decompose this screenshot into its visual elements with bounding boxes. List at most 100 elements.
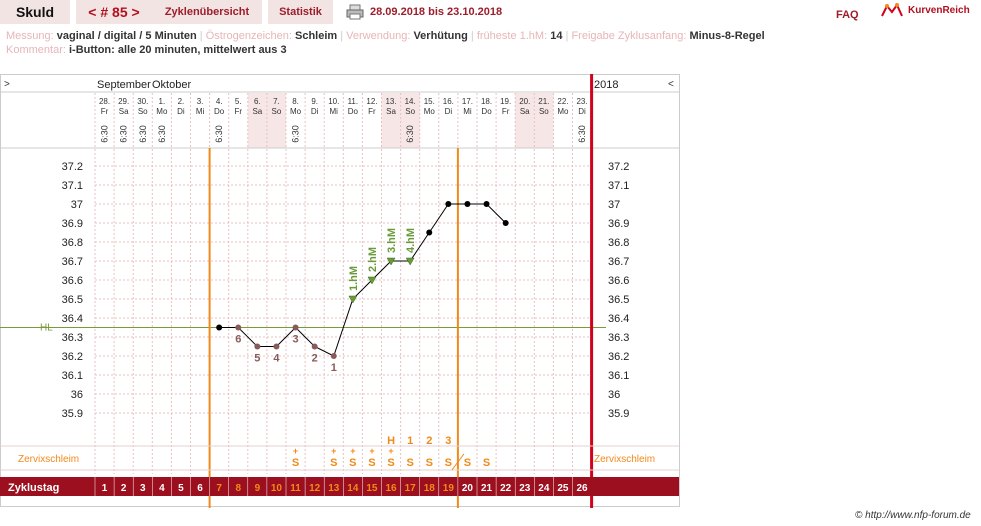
day-weekday: Mo bbox=[424, 107, 436, 116]
weekend-shade bbox=[534, 93, 554, 148]
top-bar: Skuld < # 85 > Zyklenübersicht Statistik… bbox=[0, 0, 981, 26]
cycle-day-number: 1 bbox=[102, 483, 108, 494]
temp-marker bbox=[445, 201, 452, 207]
day-time: 6:30 bbox=[138, 125, 148, 143]
y-tick-right: 36.6 bbox=[608, 275, 629, 287]
chart-header-row bbox=[1, 75, 679, 92]
tab-zyklenuebersicht[interactable]: Zyklenübersicht bbox=[152, 0, 262, 24]
day-time: 6:30 bbox=[119, 125, 129, 143]
y-tick-left: 36.8 bbox=[62, 237, 83, 249]
y-tick-right: 36.7 bbox=[608, 256, 629, 268]
day-date: 11. bbox=[348, 97, 359, 106]
hl-label: HL bbox=[40, 323, 53, 334]
fhm-value: 14 bbox=[550, 30, 563, 42]
low-label: 2 bbox=[312, 353, 318, 365]
low-temp-marker bbox=[311, 343, 318, 350]
month-label-oktober: Oktober bbox=[152, 79, 191, 91]
cervix-symbol: S bbox=[445, 457, 452, 469]
logo-text[interactable]: KurvenReich bbox=[908, 5, 970, 16]
messung-value: vaginal / digital / 5 Minuten bbox=[56, 30, 197, 42]
cycle-day-number: 11 bbox=[290, 483, 301, 494]
cervix-symbol: S bbox=[483, 457, 490, 469]
day-date: 2. bbox=[178, 97, 185, 106]
page-title: Skuld bbox=[0, 0, 70, 24]
date-range: 28.09.2018 bis 23.10.2018 bbox=[370, 6, 503, 18]
cycle-day-number: 21 bbox=[481, 483, 493, 494]
day-date: 3. bbox=[197, 97, 204, 106]
y-tick-right: 36.3 bbox=[608, 332, 629, 344]
low-temp-marker bbox=[235, 324, 242, 331]
day-date: 21. bbox=[538, 97, 549, 106]
day-weekday: Di bbox=[311, 107, 319, 116]
day-date: 14. bbox=[405, 97, 416, 106]
cervix-plus: + bbox=[350, 446, 355, 456]
day-date: 1. bbox=[159, 97, 166, 106]
day-weekday: Do bbox=[214, 107, 225, 116]
day-date: 22. bbox=[557, 97, 568, 106]
day-weekday: Di bbox=[445, 107, 453, 116]
y-tick-left: 36.2 bbox=[62, 351, 83, 363]
oestrogen-label: Östrogenzeichen: bbox=[205, 30, 292, 42]
day-date: 17. bbox=[462, 97, 473, 106]
cycle-day-label: Zyklustag bbox=[8, 482, 59, 494]
day-date: 5. bbox=[235, 97, 242, 106]
y-tick-left: 36.4 bbox=[62, 313, 83, 325]
peak-label: 1 bbox=[407, 435, 413, 447]
day-weekday: Sa bbox=[119, 107, 129, 116]
weekend-shade bbox=[515, 93, 535, 148]
day-date: 20. bbox=[519, 97, 530, 106]
messung-label: Messung: bbox=[6, 30, 54, 42]
y-tick-left: 36.6 bbox=[62, 275, 83, 287]
y-tick-right: 37.1 bbox=[608, 180, 629, 192]
cycle-day-number: 2 bbox=[121, 483, 127, 494]
weekend-shade bbox=[247, 93, 267, 148]
peak-label: H bbox=[387, 435, 395, 447]
cycle-day-number: 26 bbox=[576, 483, 588, 494]
day-weekday: So bbox=[138, 107, 148, 116]
cycle-day-number: 4 bbox=[159, 483, 165, 494]
faq-link[interactable]: FAQ bbox=[836, 9, 859, 21]
day-time: 6:30 bbox=[405, 125, 415, 143]
temp-marker bbox=[426, 229, 433, 236]
day-date: 9. bbox=[311, 97, 318, 106]
low-temp-marker bbox=[254, 343, 261, 350]
day-date: 23. bbox=[576, 97, 587, 106]
y-tick-left: 36.5 bbox=[62, 294, 83, 306]
cycle-day-number: 15 bbox=[366, 483, 378, 494]
peak-label: 3 bbox=[445, 435, 451, 447]
oestrogen-value: Schleim bbox=[295, 30, 338, 42]
day-weekday: Di bbox=[177, 107, 185, 116]
meta-row-1: Messung: vaginal / digital / 5 Minuten |… bbox=[6, 30, 765, 42]
cervix-plus: + bbox=[293, 446, 298, 456]
day-weekday: So bbox=[405, 107, 415, 116]
day-weekday: Fr bbox=[368, 107, 376, 116]
day-time: 6:30 bbox=[214, 125, 224, 143]
peak-label: 2 bbox=[426, 435, 432, 447]
day-weekday: Mi bbox=[463, 107, 472, 116]
y-tick-left: 37 bbox=[71, 199, 83, 211]
y-tick-left: 36.1 bbox=[62, 370, 83, 382]
cervix-symbol: S bbox=[292, 457, 299, 469]
y-tick-left: 36.7 bbox=[62, 256, 83, 268]
day-weekday: So bbox=[539, 107, 549, 116]
weekend-shade bbox=[381, 93, 401, 148]
low-temp-marker bbox=[292, 324, 299, 331]
low-label: 5 bbox=[254, 353, 260, 365]
kurvenreich-logo[interactable] bbox=[880, 2, 981, 22]
y-tick-right: 37 bbox=[608, 199, 620, 211]
tab-statistik[interactable]: Statistik bbox=[268, 0, 333, 24]
y-tick-left: 37.2 bbox=[62, 161, 83, 173]
low-label: 6 bbox=[235, 334, 241, 346]
day-date: 28. bbox=[99, 97, 110, 106]
hm-marker bbox=[348, 295, 358, 304]
cervix-plus: + bbox=[388, 446, 393, 456]
year-label: 2018 bbox=[594, 79, 618, 91]
cycle-day-number: 10 bbox=[271, 483, 283, 494]
printer-icon[interactable] bbox=[346, 4, 364, 20]
cervix-symbol: S bbox=[368, 457, 375, 469]
cycle-nav[interactable]: < # 85 > bbox=[76, 0, 152, 24]
day-weekday: Do bbox=[481, 107, 492, 116]
cervix-plus: + bbox=[369, 446, 374, 456]
temp-marker bbox=[216, 324, 223, 331]
low-temp-marker bbox=[330, 353, 337, 359]
